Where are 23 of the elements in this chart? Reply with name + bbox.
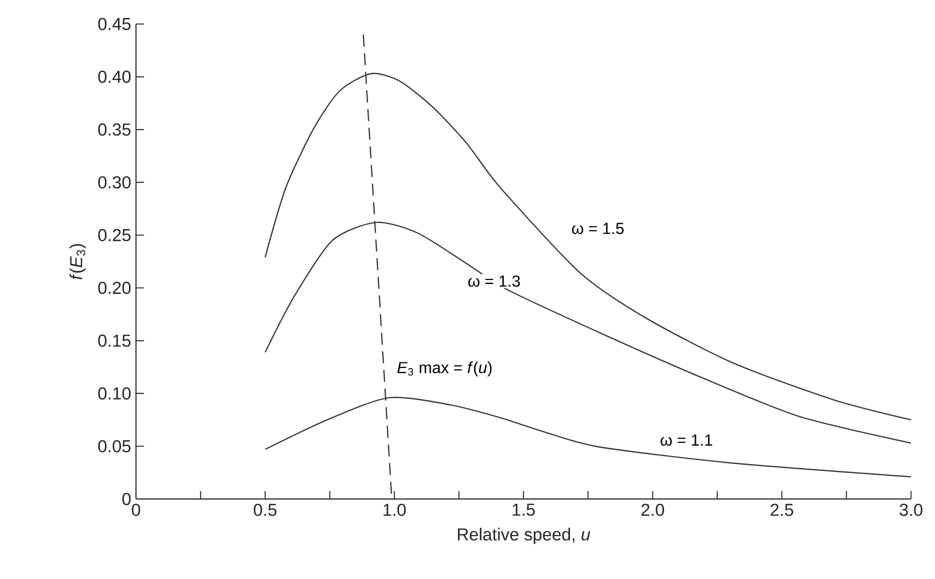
y-tick-label: 0.25 bbox=[98, 228, 131, 242]
x-tick-label: 1.0 bbox=[384, 504, 406, 516]
y-tick-label: 0.40 bbox=[98, 70, 131, 83]
y-tick-label: 0 bbox=[122, 492, 131, 506]
y-tick-label: 0.05 bbox=[98, 440, 131, 452]
series-label: ω = 1.5 bbox=[572, 222, 624, 234]
x-axis-title: Relative speed, u bbox=[458, 528, 590, 544]
series-label: E$_{3}$ max = f(u) bbox=[397, 362, 492, 376]
x-tick-label: 3.0 bbox=[900, 504, 922, 516]
series-label: ω = 1.1 bbox=[660, 434, 712, 446]
y-tick-label: 0.35 bbox=[98, 123, 131, 136]
y-tick-label: 0.15 bbox=[98, 334, 131, 347]
y-tick-label: 0.45 bbox=[98, 18, 131, 30]
x-tick-label: 2.5 bbox=[770, 504, 794, 516]
x-tick-label: 1.5 bbox=[512, 504, 535, 516]
y-axis-title: f(E$_{3}$) bbox=[70, 244, 86, 280]
y-tick-label: 0.20 bbox=[98, 282, 131, 294]
series-label: ω = 1.3 bbox=[468, 275, 520, 287]
x-tick-label: 2.0 bbox=[642, 504, 664, 516]
x-tick-label: 0 bbox=[132, 504, 140, 516]
y-tick-label: 0.30 bbox=[98, 176, 131, 188]
x-tick-label: 0.5 bbox=[254, 504, 276, 516]
y-tick-label: 0.10 bbox=[98, 387, 131, 400]
